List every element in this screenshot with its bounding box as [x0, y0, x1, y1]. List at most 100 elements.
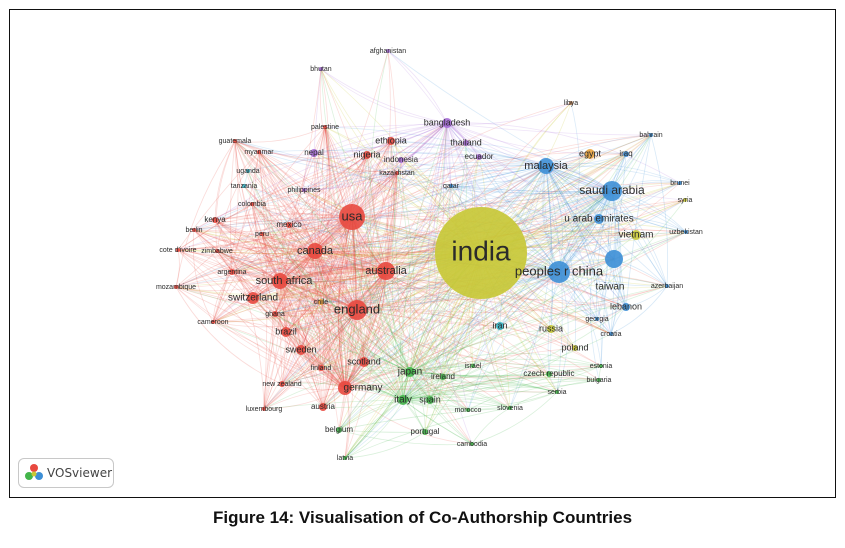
link-kenya-mexico — [214, 217, 290, 226]
node-libya[interactable] — [569, 101, 573, 105]
node-argentina[interactable] — [229, 269, 235, 275]
node-bulgaria[interactable] — [597, 378, 601, 382]
node-canada[interactable] — [307, 243, 323, 259]
node-russia[interactable] — [547, 325, 555, 333]
node-bangladesh[interactable] — [442, 118, 452, 128]
node-syria[interactable] — [683, 198, 687, 202]
node-lebanon[interactable] — [622, 303, 630, 311]
node-finland[interactable] — [318, 365, 324, 371]
node-brunei[interactable] — [678, 181, 682, 185]
node-luxembourg[interactable] — [262, 407, 266, 411]
node-bahrain[interactable] — [649, 133, 653, 137]
node-israel[interactable] — [471, 364, 475, 368]
node-belgium[interactable] — [336, 427, 342, 433]
node-england[interactable] — [347, 300, 367, 320]
node-sweden[interactable] — [296, 345, 306, 355]
node-thailand[interactable] — [463, 140, 469, 146]
node-ethiopia[interactable] — [387, 137, 395, 145]
node-ghana[interactable] — [272, 311, 278, 317]
link-japan-portugal — [409, 371, 426, 433]
node-switzerland[interactable] — [247, 292, 259, 304]
node-iraq[interactable] — [623, 151, 629, 157]
node-georgia[interactable] — [595, 317, 599, 321]
link-australia-cameroon — [212, 270, 387, 323]
node-taiwan[interactable] — [605, 250, 623, 268]
node-serbia[interactable] — [555, 390, 559, 394]
node-japan[interactable] — [405, 367, 415, 377]
node-nigeria[interactable] — [363, 151, 371, 159]
node-croatia[interactable] — [609, 332, 613, 336]
node-indonesia[interactable] — [398, 157, 404, 163]
node-malaysia[interactable] — [538, 158, 554, 174]
node-u-arab-emirates[interactable] — [594, 214, 604, 224]
node-cote-d-ivoire[interactable] — [176, 248, 180, 252]
node-poland[interactable] — [572, 345, 578, 351]
node-spain[interactable] — [426, 396, 434, 404]
node-saudi-arabia[interactable] — [602, 181, 622, 201]
node-vietnam[interactable] — [631, 230, 641, 240]
node-philippines[interactable] — [302, 188, 306, 192]
node-palestine[interactable] — [323, 125, 327, 129]
node-italy[interactable] — [398, 395, 408, 405]
link-australia-mozambique — [175, 266, 387, 288]
node-colombia[interactable] — [250, 202, 254, 206]
node-guatemala[interactable] — [233, 139, 237, 143]
link-austria-cote-d-ivoire — [177, 249, 324, 408]
node-austria[interactable] — [319, 403, 327, 411]
node-portugal[interactable] — [422, 429, 428, 435]
link-canada-cote-d-ivoire — [177, 238, 316, 252]
node-egypt[interactable] — [585, 149, 595, 159]
link-japan-bulgaria — [409, 362, 600, 381]
node-morocco[interactable] — [466, 408, 470, 412]
link-south-africa-bhutan — [279, 68, 322, 282]
node-czech-republic[interactable] — [546, 371, 552, 377]
node-uzbekistan[interactable] — [684, 230, 688, 234]
node-scotland[interactable] — [359, 357, 369, 367]
node-germany[interactable] — [338, 381, 352, 395]
link-japan-serbia — [409, 371, 558, 393]
link-germany-thailand — [344, 142, 467, 389]
node-bhutan[interactable] — [319, 67, 323, 71]
node-peru[interactable] — [260, 232, 264, 236]
node-latvia[interactable] — [343, 456, 347, 460]
node-australia[interactable] — [377, 262, 395, 280]
node-peoples-r-china[interactable] — [548, 261, 570, 283]
node-usa[interactable] — [339, 204, 365, 230]
node-kazakhstan[interactable] — [395, 171, 399, 175]
node-new-zealand[interactable] — [279, 381, 285, 387]
node-kenya[interactable] — [212, 217, 218, 223]
node-myanmar[interactable] — [257, 150, 261, 154]
link-argentina-cameroon — [212, 271, 233, 323]
link-peoples-r-china-switzerland — [252, 271, 560, 302]
node-ecuador[interactable] — [476, 154, 482, 160]
node-zimbabwe[interactable] — [215, 249, 219, 253]
node-india[interactable] — [435, 207, 527, 299]
node-afghanistan[interactable] — [386, 49, 390, 53]
node-qatar[interactable] — [449, 184, 453, 188]
node-cameroon[interactable] — [211, 320, 215, 324]
node-mozambique[interactable] — [174, 285, 178, 289]
node-nepal[interactable] — [310, 149, 318, 157]
node-mexico[interactable] — [286, 222, 292, 228]
link-usa-italy — [351, 216, 404, 401]
link-bangladesh-afghanistan — [387, 50, 448, 124]
label-argentina: argentina — [217, 269, 246, 276]
label-colombia: colombia — [238, 201, 266, 208]
node-slovenia[interactable] — [508, 406, 512, 410]
link-australia-argentina — [231, 270, 387, 273]
node-uganda[interactable] — [246, 169, 250, 173]
node-south-africa[interactable] — [272, 273, 288, 289]
node-azerbaijan[interactable] — [665, 284, 669, 288]
node-cambodia[interactable] — [470, 442, 474, 446]
node-brazil[interactable] — [281, 327, 291, 337]
node-tanzania[interactable] — [242, 184, 246, 188]
link-south-africa-brunei — [279, 182, 681, 282]
link-south-africa-new-zealand — [279, 280, 283, 385]
node-berlin[interactable] — [192, 228, 196, 232]
link-cameroon-nigeria — [212, 154, 368, 323]
link-indonesia-thailand — [400, 142, 467, 161]
node-chile[interactable] — [318, 299, 324, 305]
node-estonia[interactable] — [599, 364, 603, 368]
node-ireland[interactable] — [440, 374, 446, 380]
node-iran[interactable] — [496, 322, 504, 330]
